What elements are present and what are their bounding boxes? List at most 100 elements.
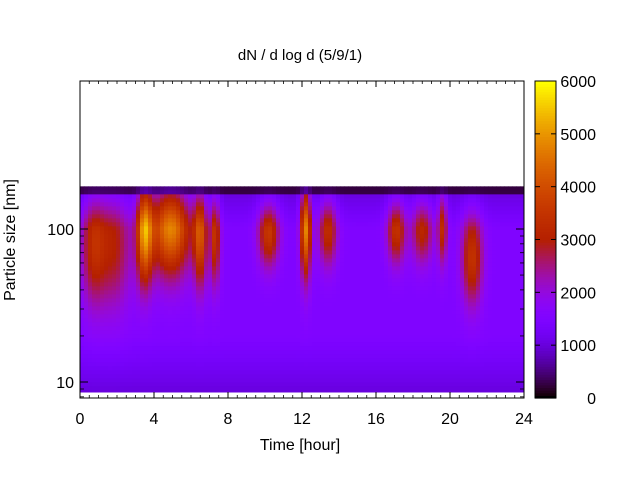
heatmap-cell xyxy=(92,242,97,247)
heatmap-cell xyxy=(244,342,249,347)
heatmap-cell xyxy=(212,230,217,235)
heatmap-cell xyxy=(424,226,429,231)
heatmap-cell xyxy=(164,246,169,251)
heatmap-cell xyxy=(232,202,237,207)
heatmap-cell xyxy=(412,262,417,267)
heatmap-cell xyxy=(168,294,173,299)
heatmap-cell xyxy=(152,214,157,219)
heatmap-cell xyxy=(204,230,209,235)
heatmap-cell xyxy=(124,210,129,215)
heatmap-cell xyxy=(88,322,93,327)
heatmap-cell xyxy=(224,266,229,271)
heatmap-cell xyxy=(236,326,241,331)
heatmap-cell xyxy=(248,366,253,371)
heatmap-cell xyxy=(148,294,153,299)
heatmap-cell xyxy=(212,358,217,363)
heatmap-cell xyxy=(92,270,97,275)
heatmap-cell xyxy=(112,382,117,387)
heatmap-cell xyxy=(232,342,237,347)
heatmap-cell xyxy=(192,346,197,351)
heatmap-cell xyxy=(352,194,357,199)
heatmap-cell xyxy=(396,318,401,323)
heatmap-cell xyxy=(316,314,321,319)
heatmap-cell xyxy=(284,250,289,255)
heatmap-cell xyxy=(356,218,361,223)
heatmap-cell xyxy=(448,266,453,271)
heatmap-cell xyxy=(420,322,425,327)
heatmap-cell xyxy=(200,286,205,291)
heatmap-cell xyxy=(424,374,429,379)
heatmap-cell xyxy=(360,186,365,191)
heatmap-cell xyxy=(400,306,405,311)
heatmap-cell xyxy=(136,266,141,271)
heatmap-cell xyxy=(264,302,269,307)
heatmap-cell xyxy=(196,194,201,199)
heatmap-cell xyxy=(420,286,425,291)
heatmap-cell xyxy=(452,242,457,247)
heatmap-cell xyxy=(428,342,433,347)
heatmap-cell xyxy=(156,306,161,311)
heatmap-cell xyxy=(356,270,361,275)
heatmap-cell xyxy=(324,382,329,387)
heatmap-cell xyxy=(192,198,197,203)
heatmap-cell xyxy=(188,218,193,223)
heatmap-cell xyxy=(260,190,265,195)
heatmap-cell xyxy=(372,330,377,335)
heatmap-cell xyxy=(460,386,465,391)
heatmap-cell xyxy=(276,330,281,335)
heatmap-cell xyxy=(316,190,321,195)
heatmap-cell xyxy=(372,310,377,315)
heatmap-cell xyxy=(308,326,313,331)
heatmap-cell xyxy=(448,234,453,239)
heatmap-cell xyxy=(424,294,429,299)
heatmap-cell xyxy=(156,290,161,295)
heatmap-cell xyxy=(432,262,437,267)
heatmap-cell xyxy=(188,242,193,247)
heatmap-cell xyxy=(80,370,85,375)
heatmap-cell xyxy=(96,306,101,311)
heatmap-cell xyxy=(428,186,433,191)
heatmap-cell xyxy=(296,302,301,307)
heatmap-cell xyxy=(444,302,449,307)
heatmap-cell xyxy=(224,278,229,283)
heatmap-cell xyxy=(380,194,385,199)
heatmap-cell xyxy=(164,194,169,199)
heatmap-cell xyxy=(136,250,141,255)
heatmap-cell xyxy=(448,346,453,351)
heatmap-cell xyxy=(328,254,333,259)
heatmap-cell xyxy=(240,302,245,307)
heatmap-cell xyxy=(300,230,305,235)
heatmap-cell xyxy=(324,286,329,291)
heatmap-cell xyxy=(148,366,153,371)
heatmap-cell xyxy=(232,338,237,343)
heatmap-cell xyxy=(304,202,309,207)
heatmap-cell xyxy=(404,386,409,391)
heatmap-cell xyxy=(104,298,109,303)
heatmap-cell xyxy=(340,314,345,319)
heatmap-cell xyxy=(328,294,333,299)
heatmap-cell xyxy=(292,250,297,255)
heatmap-cell xyxy=(384,382,389,387)
heatmap-cell xyxy=(388,198,393,203)
heatmap-cell xyxy=(284,362,289,367)
heatmap-cell xyxy=(324,306,329,311)
heatmap-cell xyxy=(364,390,369,393)
heatmap-cell xyxy=(308,358,313,363)
heatmap-cell xyxy=(220,326,225,331)
heatmap-cell xyxy=(348,194,353,199)
heatmap-cell xyxy=(176,318,181,323)
heatmap-cell xyxy=(116,322,121,327)
heatmap-cell xyxy=(324,282,329,287)
heatmap-cell xyxy=(260,266,265,271)
heatmap-cell xyxy=(164,338,169,343)
heatmap-cell xyxy=(320,378,325,383)
heatmap-cell xyxy=(212,322,217,327)
heatmap-cell xyxy=(384,302,389,307)
heatmap-cell xyxy=(224,262,229,267)
heatmap-cell xyxy=(104,202,109,207)
heatmap-cell xyxy=(160,302,165,307)
heatmap-cell xyxy=(276,322,281,327)
heatmap-cell xyxy=(160,250,165,255)
heatmap-cell xyxy=(244,358,249,363)
heatmap-cell xyxy=(320,266,325,271)
